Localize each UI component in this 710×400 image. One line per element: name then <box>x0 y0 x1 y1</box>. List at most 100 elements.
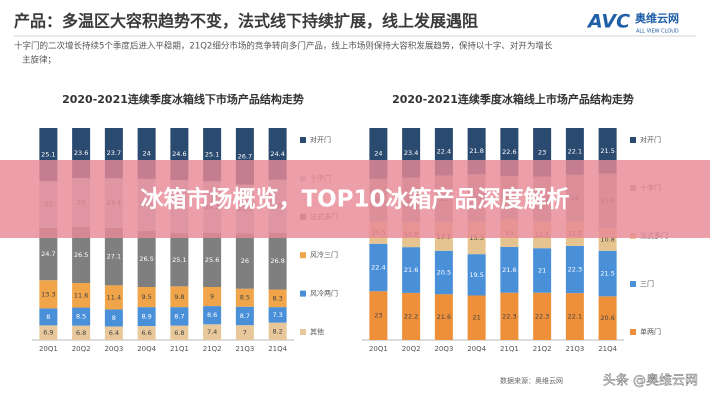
legend-label: 风冷三门 <box>310 250 338 259</box>
x-tick-label: 21Q1 <box>500 345 519 353</box>
data-label: 8.7 <box>174 312 184 320</box>
data-label: 21.6 <box>404 266 418 274</box>
data-label: 22.3 <box>568 266 582 274</box>
legend-swatch <box>630 281 636 287</box>
bar-segment <box>598 250 617 297</box>
bar-segment <box>402 247 421 293</box>
x-tick-label: 20Q3 <box>104 345 123 353</box>
banner-band <box>0 160 710 238</box>
data-label: 26.8 <box>270 257 284 265</box>
bar-segment <box>268 307 287 323</box>
data-label: 21.8 <box>469 147 483 155</box>
data-label: 6.6 <box>141 329 151 337</box>
bar-segment <box>565 293 584 340</box>
legend-swatch <box>300 290 306 297</box>
data-label: 8 <box>46 313 50 321</box>
data-label: 22.1 <box>568 147 582 155</box>
x-tick-label: 21Q4 <box>268 345 287 353</box>
bar-segment <box>235 288 254 307</box>
source: 数据来源：奥维云网 <box>500 376 563 385</box>
bar-segment <box>39 227 58 281</box>
data-label: 25.1 <box>172 256 186 264</box>
legend-label: 对开门 <box>640 135 661 144</box>
legend-swatch <box>300 137 306 143</box>
data-label: 8.6 <box>207 311 217 319</box>
data-label: 27.1 <box>107 253 121 261</box>
x-tick-label: 20Q2 <box>402 345 421 353</box>
bar-segment <box>39 325 58 340</box>
data-label: 21.6 <box>437 313 451 321</box>
banner-text: 冰箱市场概览，TOP10冰箱产品深度解析 <box>140 186 569 213</box>
data-label: 22.3 <box>535 312 549 320</box>
data-label: 6.9 <box>43 329 53 337</box>
data-label: 7 <box>243 329 247 337</box>
bar-segment <box>170 325 189 340</box>
slide-subtitle: 十字门的二次增长持续5个季度后进入平稳期，21Q2细分市场的竞争转向多门产品，线… <box>14 41 553 52</box>
data-label: 13.3 <box>41 290 55 298</box>
data-label: 6.4 <box>109 329 119 337</box>
bar-segment <box>170 307 189 326</box>
data-label: 20.5 <box>437 268 451 276</box>
bar-segment <box>104 309 123 327</box>
x-tick-label: 20Q4 <box>467 345 486 353</box>
data-label: 26.5 <box>139 255 153 263</box>
data-label: 26.5 <box>74 251 88 259</box>
data-label: 22.2 <box>404 312 418 320</box>
data-label: 21 <box>472 314 480 322</box>
data-label: 22.1 <box>568 313 582 321</box>
legend-swatch <box>630 137 636 143</box>
data-label: 26 <box>241 257 249 265</box>
data-label: 24 <box>374 149 382 157</box>
bar-segment <box>72 226 91 283</box>
logo-sub: ALL VIEW CLOUD <box>636 29 679 35</box>
data-label: 21.5 <box>600 270 614 278</box>
bar-segment <box>39 280 58 309</box>
data-label: 8.9 <box>141 313 151 321</box>
data-label: 10.8 <box>600 235 614 243</box>
bar-segment <box>137 307 156 327</box>
x-tick-label: 20Q2 <box>72 345 91 353</box>
bar-segment <box>467 295 486 340</box>
data-label: 21 <box>538 266 546 274</box>
data-label: 25.1 <box>41 151 55 159</box>
logo: AVC <box>586 11 630 33</box>
legend-swatch <box>300 252 306 259</box>
data-label: 11.6 <box>74 291 88 299</box>
data-label: 23 <box>538 148 546 156</box>
bar-segment <box>39 308 58 326</box>
x-tick-label: 21Q1 <box>170 345 189 353</box>
data-label: 9 <box>210 293 214 301</box>
bar-segment <box>402 292 421 340</box>
x-tick-label: 21Q2 <box>203 345 222 353</box>
data-label: 6.8 <box>174 329 184 337</box>
bar-segment <box>467 254 486 296</box>
bar-segment <box>369 243 388 292</box>
bar-segment <box>104 227 123 286</box>
bar-segment <box>500 292 519 340</box>
data-label: 26.7 <box>238 152 252 160</box>
data-label: 23.4 <box>404 149 418 157</box>
data-label: 7.4 <box>207 328 217 336</box>
data-label: 25.6 <box>205 256 219 264</box>
bar-segment <box>268 322 287 340</box>
bar-segment <box>170 233 189 287</box>
data-label: 24 <box>142 149 150 157</box>
bar-segment <box>235 325 254 340</box>
legend-label: 单两门 <box>640 327 661 336</box>
legend-label: 对开门 <box>310 135 331 144</box>
bar-segment <box>533 292 552 340</box>
bar-segment <box>203 232 222 287</box>
data-label: 11.4 <box>107 293 121 301</box>
data-label: 8.7 <box>240 312 250 320</box>
bar-segment <box>104 285 123 310</box>
bar-segment <box>203 306 222 325</box>
data-label: 24.4 <box>270 150 284 158</box>
bar-segment <box>533 248 552 293</box>
data-label: 8.5 <box>240 294 250 302</box>
data-label: 8 <box>112 314 116 322</box>
x-tick-label: 21Q3 <box>565 345 584 353</box>
bar-segment <box>268 289 287 308</box>
data-label: 22.4 <box>371 263 385 271</box>
data-label: 23 <box>374 312 382 320</box>
data-label: 23.6 <box>74 149 88 157</box>
